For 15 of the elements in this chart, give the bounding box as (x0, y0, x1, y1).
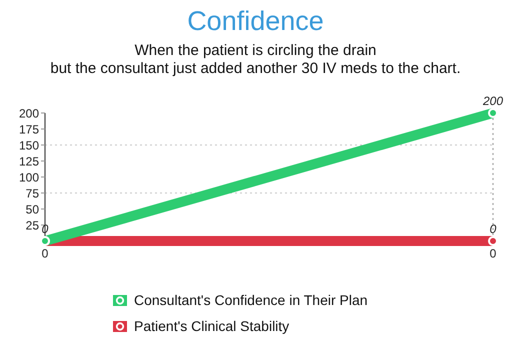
data-label: 0 (490, 246, 497, 261)
y-tick-label: 50 (26, 202, 40, 216)
data-label: 0 (42, 246, 49, 261)
y-tick-label: 125 (18, 154, 40, 168)
legend-label: Consultant's Confidence in Their Plan (134, 292, 368, 308)
chart-subtitle: When the patient is circling the drain but the consultant just added another 30 IV meds to the chart. (49, 42, 462, 78)
y-tick-label: 75 (26, 186, 40, 200)
data-label: 200 (482, 94, 504, 108)
y-tick-label: 200 (18, 106, 40, 120)
y-tick-label: 100 (18, 170, 40, 184)
y-tick-label: 150 (18, 138, 40, 152)
legend-label: Patient's Clinical Stability (134, 318, 290, 334)
y-tick-label: 25 (26, 218, 40, 232)
chart-title: Confidence (186, 6, 325, 37)
y-tick-label: 175 (18, 122, 40, 136)
